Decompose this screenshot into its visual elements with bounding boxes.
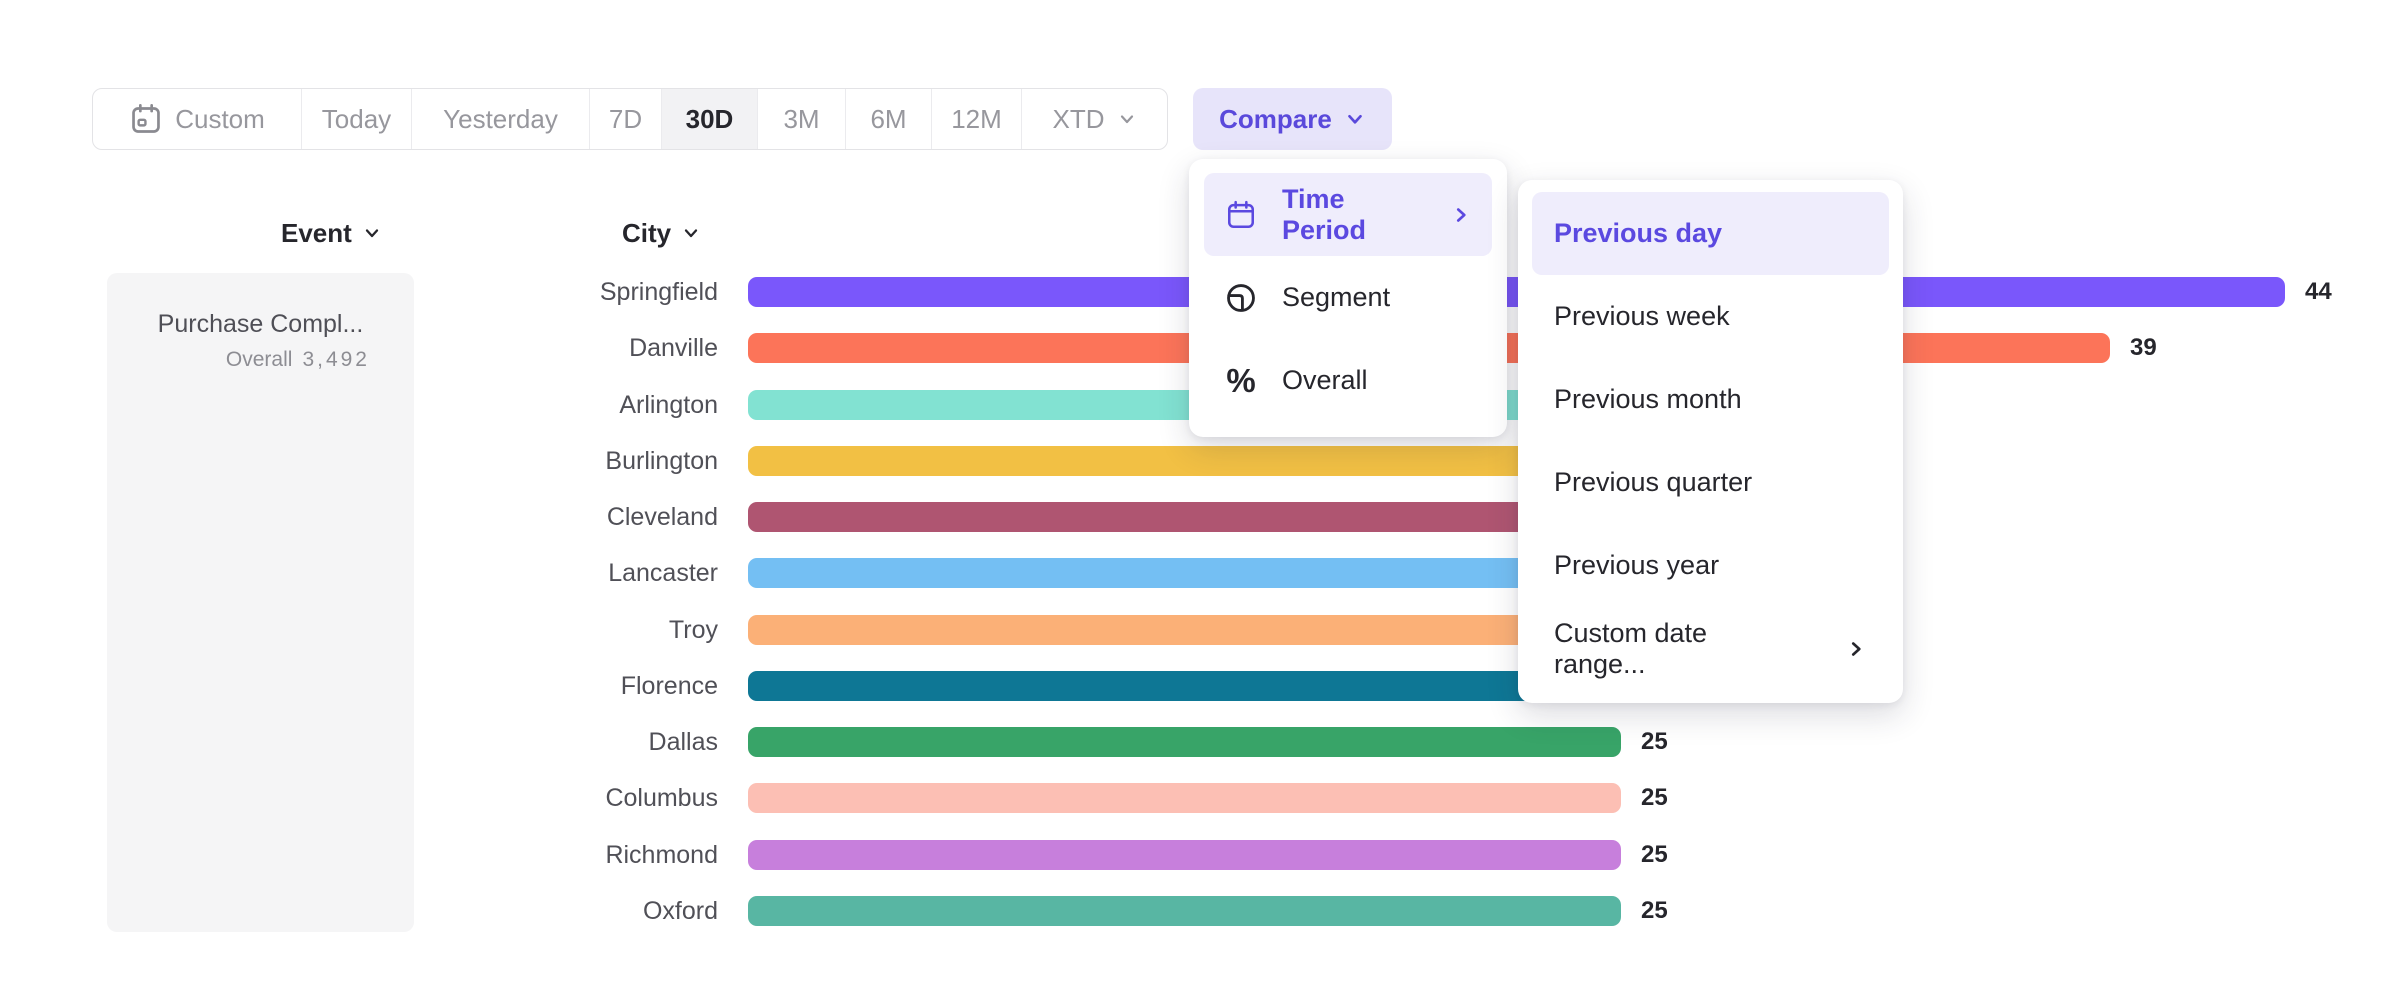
- chevron-down-icon: [1117, 109, 1137, 129]
- chevron-right-icon: [1845, 638, 1867, 660]
- date-range-30d-button[interactable]: 30D: [661, 89, 757, 149]
- chevron-down-icon: [681, 223, 701, 243]
- bar-oxford[interactable]: [748, 896, 1621, 926]
- bar-label-troy: Troy: [668, 616, 718, 644]
- calendar-icon: [1224, 198, 1258, 232]
- date-range-12m-button[interactable]: 12M: [931, 89, 1021, 149]
- menu-item-label: Segment: [1282, 282, 1391, 312]
- event-overall-metric: Overall 3,492: [107, 348, 414, 372]
- bar-label-lancaster: Lancaster: [608, 559, 718, 587]
- bar-label-oxford: Oxford: [642, 897, 718, 925]
- bar-value-dallas: 25: [1641, 728, 1668, 755]
- city-column-header-label: City: [622, 217, 672, 248]
- menu-item-previous-day[interactable]: Previous day: [1532, 192, 1889, 275]
- bar-value-columbus: 25: [1641, 784, 1668, 811]
- chevron-down-icon: [362, 223, 382, 243]
- bar-label-dallas: Dallas: [648, 728, 718, 756]
- menu-item-label: Custom date range...: [1554, 617, 1708, 679]
- menu-item-segment[interactable]: Segment: [1204, 256, 1492, 339]
- date-range-label: Custom: [175, 103, 265, 134]
- date-range-yesterday-button[interactable]: Yesterday: [411, 89, 589, 149]
- compare-button-label: Compare: [1219, 103, 1332, 134]
- menu-item-label: Previous year: [1554, 550, 1720, 580]
- menu-item-label: Previous day: [1554, 218, 1723, 248]
- chevron-right-icon: [1450, 204, 1472, 226]
- date-range-7d-button[interactable]: 7D: [589, 89, 661, 149]
- date-range-label: Yesterday: [443, 103, 558, 134]
- bar-value-oxford: 25: [1641, 897, 1668, 924]
- bar-value-richmond: 25: [1641, 841, 1668, 868]
- menu-item-previous-month[interactable]: Previous month: [1532, 358, 1889, 441]
- compare-dropdown-menu: Time Period Segment% Overall: [1189, 159, 1507, 437]
- date-range-label: 3M: [783, 103, 820, 134]
- menu-item-previous-quarter[interactable]: Previous quarter: [1532, 441, 1889, 524]
- menu-item-previous-year[interactable]: Previous year: [1532, 524, 1889, 607]
- bar-label-columbus: Columbus: [605, 784, 718, 812]
- bar-label-burlington: Burlington: [605, 447, 718, 475]
- event-column-header-label: Event: [281, 217, 352, 248]
- date-range-label: 30D: [685, 103, 734, 134]
- percent-icon: %: [1226, 361, 1256, 399]
- compare-button[interactable]: Compare: [1193, 88, 1392, 150]
- segment-icon: [1224, 281, 1258, 315]
- date-range-label: 7D: [608, 103, 643, 134]
- menu-item-label: Previous month: [1554, 384, 1742, 414]
- bar-label-cleveland: Cleveland: [606, 503, 718, 531]
- bar-label-arlington: Arlington: [619, 391, 718, 419]
- chevron-down-icon: [1344, 108, 1366, 130]
- date-range-label: 12M: [951, 103, 1002, 134]
- menu-item-label: Time Period: [1282, 183, 1367, 245]
- bar-springfield[interactable]: [748, 277, 2285, 307]
- date-range-toolbar: Custom Today Yesterday 7D 30D 3M 6M 12M XTD: [92, 88, 1168, 150]
- bar-value-springfield: 44: [2305, 278, 2332, 305]
- event-column-header[interactable]: Event: [281, 216, 382, 250]
- calendar-icon: [129, 102, 163, 136]
- bar-value-danville: 39: [2130, 334, 2157, 361]
- date-range-xtd-button[interactable]: XTD: [1021, 89, 1167, 149]
- bar-label-florence: Florence: [620, 672, 718, 700]
- menu-item-previous-week[interactable]: Previous week: [1532, 275, 1889, 358]
- date-range-3m-button[interactable]: 3M: [757, 89, 845, 149]
- event-title: Purchase Compl...: [157, 310, 364, 338]
- time-period-submenu: Previous day Previous week Previous month P…: [1518, 180, 1903, 703]
- menu-item-label: Previous week: [1554, 301, 1730, 331]
- bar-label-danville: Danville: [629, 334, 718, 362]
- date-range-label: 6M: [870, 103, 907, 134]
- city-column-header[interactable]: City: [622, 216, 701, 250]
- date-range-today-button[interactable]: Today: [301, 89, 411, 149]
- menu-item-time-period[interactable]: Time Period: [1204, 173, 1492, 256]
- bar-richmond[interactable]: [748, 840, 1621, 870]
- date-range-6m-button[interactable]: 6M: [845, 89, 931, 149]
- bar-florence[interactable]: [748, 671, 1656, 701]
- metric-label: Overall: [225, 348, 293, 371]
- metric-value: 3,492: [302, 348, 370, 371]
- bar-label-springfield: Springfield: [599, 278, 718, 306]
- menu-item-overall[interactable]: % Overall: [1204, 339, 1492, 422]
- date-range-custom-button[interactable]: Custom: [93, 89, 301, 149]
- menu-item-label: Previous quarter: [1554, 467, 1753, 497]
- menu-item-custom-date-range-[interactable]: Custom date range...: [1532, 607, 1889, 690]
- menu-item-label: Overall: [1282, 365, 1368, 395]
- date-range-label: XTD: [1052, 103, 1105, 134]
- bar-columbus[interactable]: [748, 783, 1621, 813]
- bar-label-richmond: Richmond: [605, 841, 718, 869]
- date-range-label: Today: [321, 103, 392, 134]
- event-card[interactable]: Purchase Compl... Overall 3,492: [107, 273, 414, 932]
- bar-dallas[interactable]: [748, 727, 1621, 757]
